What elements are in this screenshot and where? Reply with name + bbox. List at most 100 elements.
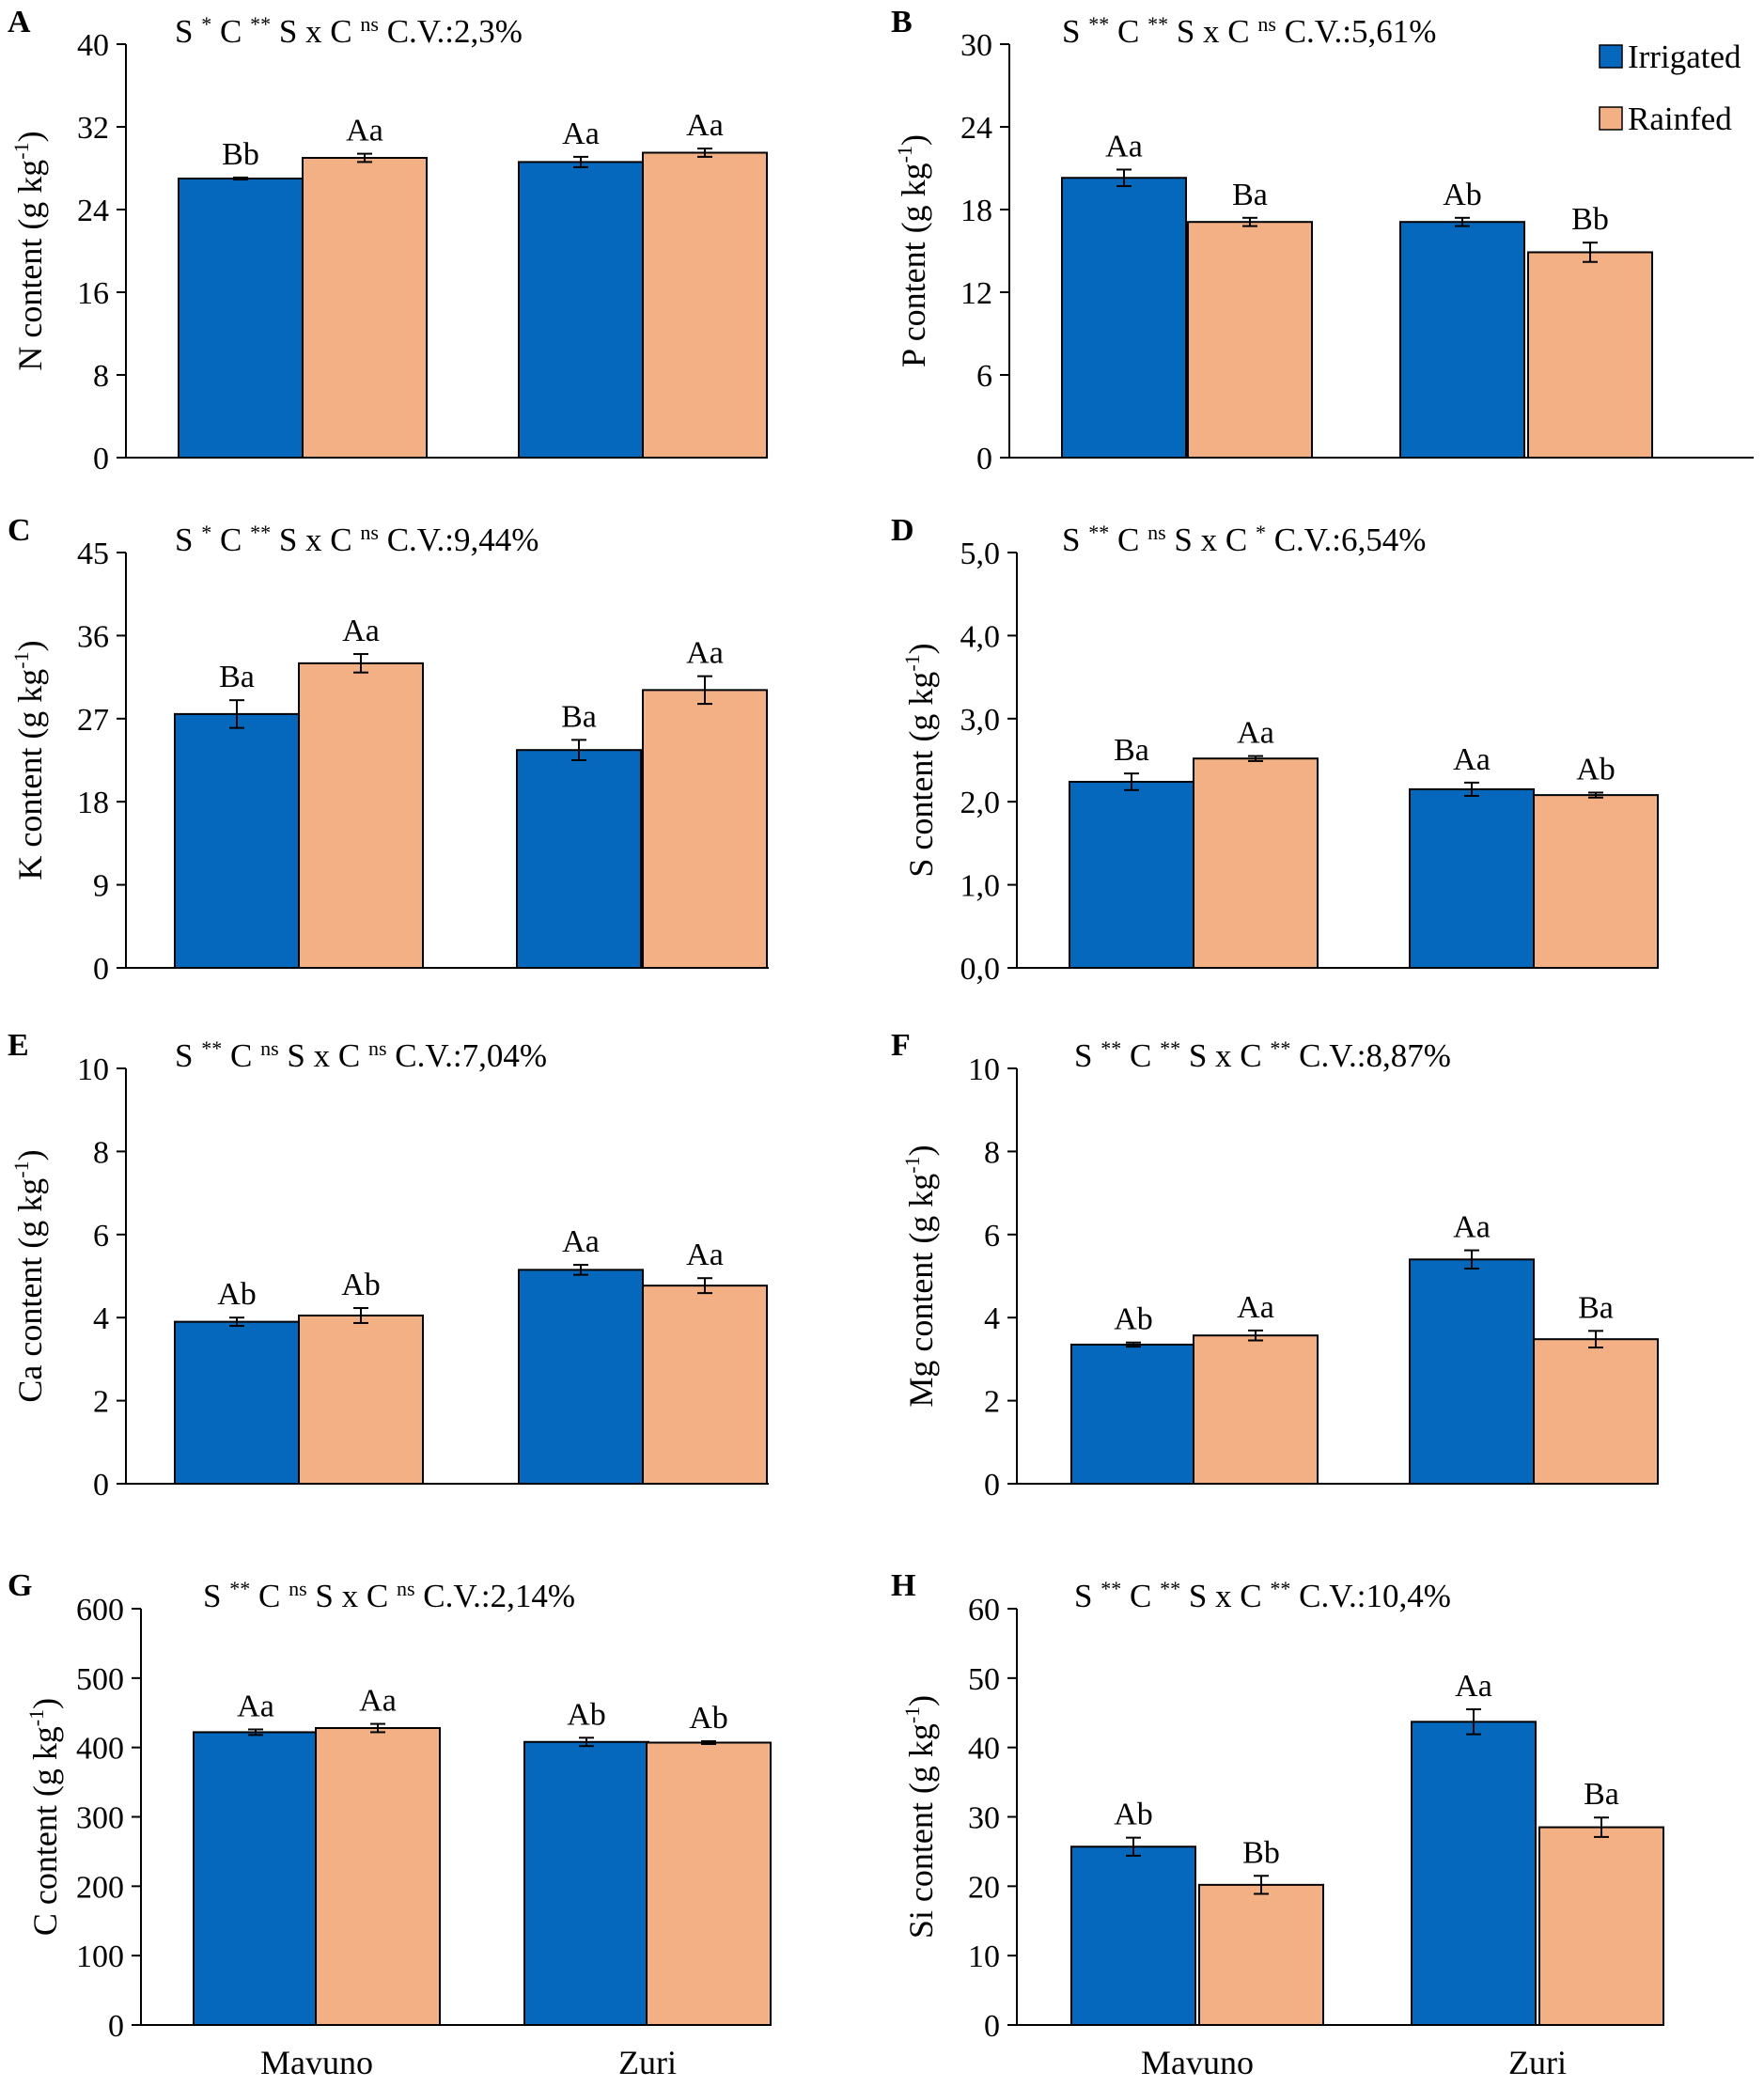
y-tick-label: 40 (968, 1732, 1000, 1767)
y-tick-label: 30 (960, 28, 992, 63)
chart-panel-e: Ab Aa Ab Aa 0 2 4 6 8 10 Ca content (g kg-1) E S ** … (8, 1028, 769, 1503)
y-axis-label: Ca content (g kg-1) (9, 1149, 49, 1402)
y-tick-label: 100 (76, 1939, 124, 1974)
y-axis-label-close: ) (902, 1695, 940, 1706)
stats-s-sig: * (201, 521, 211, 544)
stats-s: S (203, 1578, 229, 1614)
category-label-zuri: Zuri (618, 2044, 677, 2081)
significance-label: Aa (686, 636, 724, 671)
y-tick-label: 0 (93, 952, 109, 987)
stats-s: S (175, 13, 201, 50)
bar-irrigated-zuri (1411, 1721, 1537, 2027)
significance-label: Aa (1237, 716, 1274, 751)
y-tick-label: 12 (960, 276, 992, 311)
y-tick-label: 4 (984, 1301, 1000, 1336)
bar-rainfed-zuri (642, 689, 768, 970)
significance-label: Aa (1455, 1669, 1492, 1704)
significance-label: Aa (342, 614, 380, 648)
stats-c-sig: ns (260, 1036, 279, 1060)
bar-irrigated-mavuno (1069, 780, 1194, 970)
y-tick-label: 4,0 (960, 619, 1001, 654)
y-axis-label: Mg content (g kg-1) (900, 1145, 940, 1407)
stats-sxc-sig: ** (1270, 1577, 1290, 1600)
stats-sxc-sig: ns (368, 1036, 387, 1060)
significance-label: Ba (1114, 733, 1149, 768)
stats-cv: C.V.:7,04% (387, 1037, 548, 1074)
stats-c: C (1109, 13, 1147, 50)
bar-rainfed-zuri (1527, 251, 1653, 459)
y-axis-label-text: Mg content (g kg (902, 1174, 940, 1408)
legend-swatch-irrigated (1599, 44, 1623, 69)
stats-sxc: S x C (279, 1037, 368, 1074)
stats-sxc: S x C (1166, 522, 1256, 558)
chart-panel-d: Ba Aa Aa Ab 0,0 1,0 2,0 3,0 4,0 5,0 S content (g k… (891, 513, 1659, 987)
bar-rainfed-zuri (646, 1741, 772, 2026)
stats-annotation: S ** C ** S x C ns C.V.:5,61% (1062, 12, 1436, 50)
stats-s: S (1074, 1578, 1101, 1614)
stats-s-sig: ** (1088, 12, 1109, 36)
bar-irrigated-zuri (516, 749, 642, 969)
bar-irrigated-mavuno (1061, 177, 1187, 459)
legend-label-irrigated: Irrigated (1628, 39, 1741, 75)
y-axis-label-close: ) (11, 131, 49, 142)
stats-annotation: S ** C ** S x C ** C.V.:10,4% (1074, 1577, 1451, 1614)
y-tick-label: 18 (960, 194, 992, 228)
stats-sxc: S x C (271, 522, 360, 558)
bar-irrigated-zuri (518, 161, 644, 459)
bar-irrigated-zuri (1409, 787, 1535, 969)
significance-label: Aa (1453, 742, 1491, 777)
stats-annotation: S * C ** S x C ns C.V.:9,44% (175, 521, 539, 558)
stats-s-sig: ** (229, 1577, 250, 1600)
y-axis-label-sup: -1 (900, 654, 924, 671)
stats-sxc-sig: ns (397, 1577, 415, 1600)
y-tick-label: 6 (93, 1219, 109, 1254)
stats-cv: C.V.:6,54% (1266, 522, 1427, 558)
stats-c: C (211, 522, 250, 558)
stats-annotation: S ** C ns S x C ns C.V.:7,04% (175, 1036, 547, 1074)
significance-label: Aa (686, 108, 724, 143)
bar-rainfed-zuri (1538, 1826, 1664, 2026)
significance-label: Aa (562, 117, 600, 151)
y-tick-label: 24 (77, 194, 109, 228)
y-tick-label: 2 (93, 1385, 109, 1420)
significance-label: Ab (341, 1268, 381, 1302)
y-axis-label: S content (g kg-1) (900, 643, 940, 877)
y-tick-label: 60 (968, 1593, 1000, 1628)
bar-rainfed-mavuno (315, 1726, 441, 2026)
significance-label: Ab (689, 1701, 728, 1736)
panel-letter: F (891, 1028, 911, 1063)
stats-sxc: S x C (271, 13, 360, 50)
stats-c: C (250, 1578, 289, 1614)
stats-cv: C.V.:2,3% (379, 13, 523, 50)
panel-letter: A (8, 5, 31, 39)
y-tick-label: 3,0 (960, 703, 1001, 738)
legend-label-rainfed: Rainfed (1628, 101, 1732, 137)
significance-label: Ba (1578, 1290, 1614, 1325)
panel-letter: H (891, 1568, 915, 1603)
stats-s-sig: * (201, 12, 211, 36)
significance-label: Aa (1453, 1210, 1491, 1245)
y-tick-label: 20 (968, 1870, 1000, 1905)
stats-sxc-sig: ** (1270, 1036, 1290, 1060)
panel-letter: G (8, 1568, 32, 1603)
stats-c-sig: ns (289, 1577, 307, 1600)
y-tick-label: 30 (968, 1801, 1000, 1836)
y-tick-label: 45 (77, 537, 109, 571)
y-axis-label: N content (g kg-1) (9, 131, 49, 370)
y-tick-label: 1,0 (960, 869, 1001, 904)
bar-rainfed-mavuno (298, 662, 424, 969)
bar-rainfed-mavuno (302, 157, 428, 459)
stats-sxc: S x C (1168, 13, 1257, 50)
bar-rainfed-zuri (1533, 1338, 1659, 1485)
significance-label: Aa (359, 1684, 397, 1719)
y-tick-label: 8 (93, 1135, 109, 1170)
stats-cv: C.V.:5,61% (1276, 13, 1437, 50)
bar-irrigated-zuri (523, 1740, 649, 2026)
stats-s: S (1062, 522, 1088, 558)
y-tick-label: 6 (976, 359, 992, 394)
y-tick-label: 36 (77, 619, 109, 654)
stats-annotation: S * C ** S x C ns C.V.:2,3% (175, 12, 523, 50)
stats-cv: C.V.:8,87% (1290, 1037, 1451, 1074)
significance-label: Bb (1571, 202, 1609, 237)
chart-panel-b: Aa Ab Ba Bb 0 6 12 18 24 30 P content (g kg-1) B S *… (891, 5, 1754, 476)
